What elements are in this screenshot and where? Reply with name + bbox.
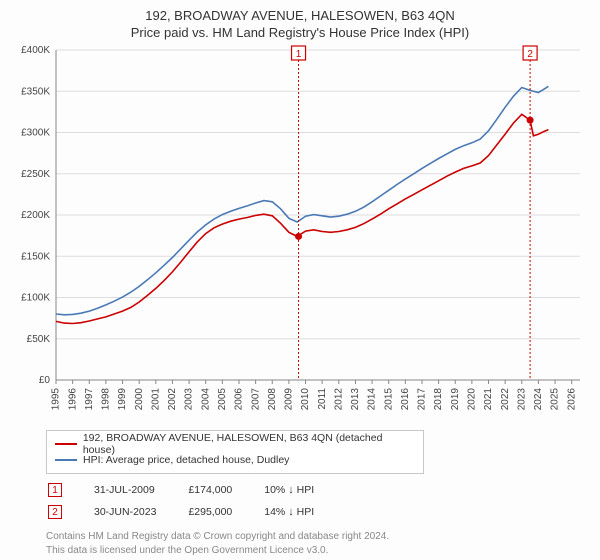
transaction-date: 30-JUN-2023 <box>94 502 186 522</box>
svg-text:2025: 2025 <box>550 388 561 411</box>
svg-text:2003: 2003 <box>184 388 195 411</box>
svg-text:£400K: £400K <box>21 45 50 56</box>
svg-text:2005: 2005 <box>217 388 228 411</box>
svg-text:2016: 2016 <box>400 388 411 411</box>
svg-text:2015: 2015 <box>383 388 394 411</box>
svg-text:£250K: £250K <box>21 169 50 180</box>
transaction-price: £174,000 <box>188 480 262 500</box>
chart-area: £0 £50K £100K £150K £200K £250K £300K £350K £400… <box>12 44 588 424</box>
transaction-date: 31-JUL-2009 <box>94 480 186 500</box>
legend-item: 192, BROADWAY AVENUE, HALESOWEN, B63 4QN… <box>55 436 415 452</box>
svg-text:2019: 2019 <box>450 388 461 411</box>
svg-text:2: 2 <box>527 49 533 60</box>
svg-text:2012: 2012 <box>333 388 344 411</box>
arrow-down-icon: ↓ <box>288 484 294 496</box>
svg-text:2008: 2008 <box>267 388 278 411</box>
legend-label: 192, BROADWAY AVENUE, HALESOWEN, B63 4QN… <box>83 432 415 456</box>
svg-text:£0: £0 <box>39 375 51 386</box>
svg-text:2021: 2021 <box>483 388 494 411</box>
svg-text:2024: 2024 <box>533 388 544 411</box>
arrow-down-icon: ↓ <box>288 506 294 518</box>
svg-text:1996: 1996 <box>67 388 78 411</box>
svg-text:£150K: £150K <box>21 251 50 262</box>
svg-text:£350K: £350K <box>21 86 50 97</box>
svg-text:2004: 2004 <box>200 388 211 411</box>
legend-swatch <box>55 443 77 445</box>
table-row: 2 30-JUN-2023 £295,000 14% ↓ HPI <box>48 502 344 522</box>
svg-text:2000: 2000 <box>134 388 145 411</box>
svg-text:2009: 2009 <box>284 388 295 411</box>
svg-text:2026: 2026 <box>566 388 577 411</box>
svg-text:2013: 2013 <box>350 388 361 411</box>
transaction-delta: 10% ↓ HPI <box>264 480 344 500</box>
footer-license: This data is licensed under the Open Gov… <box>46 544 588 558</box>
svg-text:1997: 1997 <box>84 388 95 411</box>
svg-text:2006: 2006 <box>234 388 245 411</box>
chart-title-block: 192, BROADWAY AVENUE, HALESOWEN, B63 4QN… <box>12 8 588 40</box>
svg-text:2010: 2010 <box>300 388 311 411</box>
legend-label: HPI: Average price, detached house, Dudl… <box>83 454 289 466</box>
svg-text:2007: 2007 <box>250 388 261 411</box>
chart-footer: Contains HM Land Registry data © Crown c… <box>46 530 588 557</box>
svg-text:2020: 2020 <box>467 388 478 411</box>
line-chart-svg: £0 £50K £100K £150K £200K £250K £300K £350K £400… <box>12 44 588 424</box>
svg-text:£50K: £50K <box>27 334 51 345</box>
svg-text:2002: 2002 <box>167 388 178 411</box>
transaction-badge: 2 <box>48 505 62 519</box>
transaction-delta: 14% ↓ HPI <box>264 502 344 522</box>
svg-text:1998: 1998 <box>101 388 112 411</box>
svg-text:2022: 2022 <box>500 388 511 411</box>
svg-text:£100K: £100K <box>21 293 50 304</box>
svg-text:2014: 2014 <box>367 388 378 411</box>
svg-text:1: 1 <box>296 49 302 60</box>
transactions-table: 1 31-JUL-2009 £174,000 10% ↓ HPI 2 30-JU… <box>46 478 346 524</box>
table-row: 1 31-JUL-2009 £174,000 10% ↓ HPI <box>48 480 344 500</box>
svg-text:2011: 2011 <box>317 388 328 410</box>
svg-text:2017: 2017 <box>417 388 428 411</box>
chart-title-address: 192, BROADWAY AVENUE, HALESOWEN, B63 4QN <box>12 8 588 23</box>
chart-title-subtitle: Price paid vs. HM Land Registry's House … <box>12 25 588 40</box>
footer-copyright: Contains HM Land Registry data © Crown c… <box>46 530 588 544</box>
svg-text:2018: 2018 <box>433 388 444 411</box>
svg-text:1999: 1999 <box>117 388 128 411</box>
svg-text:£200K: £200K <box>21 210 50 221</box>
svg-text:£300K: £300K <box>21 128 50 139</box>
legend-swatch <box>55 459 77 461</box>
svg-text:2001: 2001 <box>150 388 161 411</box>
transaction-price: £295,000 <box>188 502 262 522</box>
transaction-badge: 1 <box>48 483 62 497</box>
svg-text:1995: 1995 <box>51 388 62 411</box>
svg-text:2023: 2023 <box>516 388 527 411</box>
chart-legend: 192, BROADWAY AVENUE, HALESOWEN, B63 4QN… <box>46 430 424 474</box>
